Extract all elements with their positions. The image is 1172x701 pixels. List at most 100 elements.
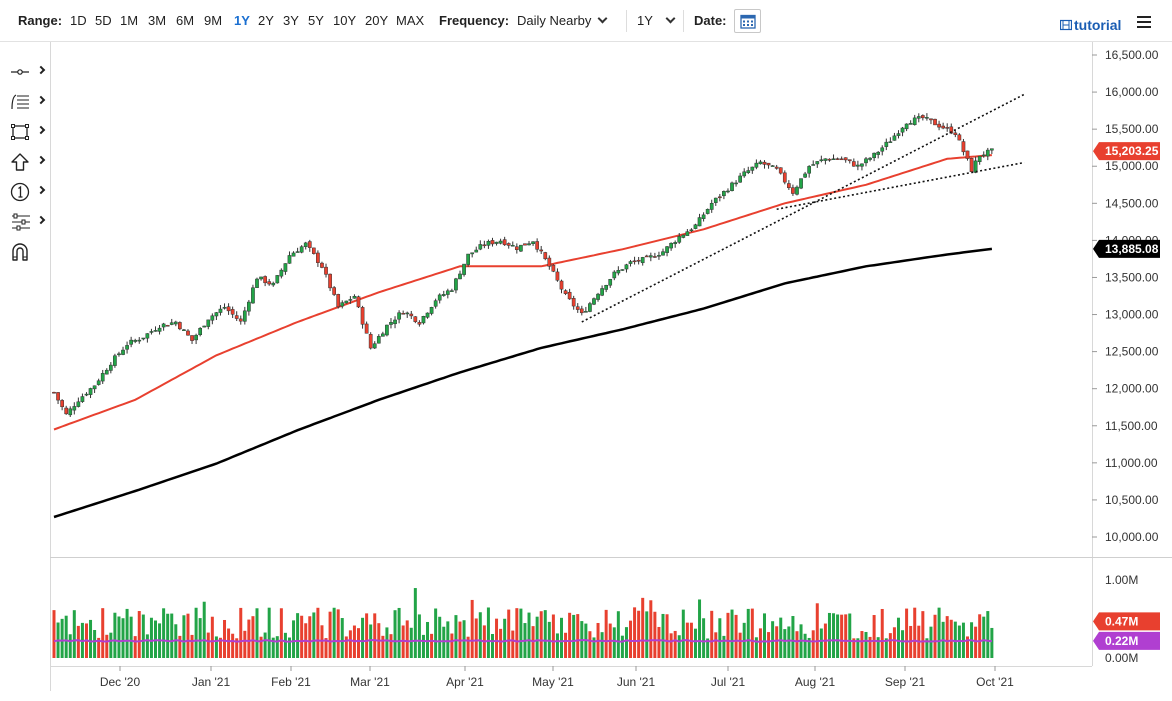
volume-bar [754, 637, 758, 658]
volume-bar [247, 619, 251, 658]
film-icon [1059, 19, 1073, 31]
candle-body [356, 296, 361, 308]
candle-body [563, 290, 568, 294]
candle-body [648, 255, 653, 258]
volume-bar [141, 614, 145, 658]
menu-icon[interactable] [1137, 16, 1151, 28]
pattern-tool[interactable] [10, 211, 46, 233]
range-3y-button[interactable]: 3Y [283, 13, 299, 28]
candle-body [823, 158, 828, 161]
number-label-tool[interactable] [10, 181, 46, 203]
volume-bar [758, 628, 762, 658]
volume-bar [876, 637, 880, 658]
candle-body [287, 255, 292, 264]
candle-body [76, 401, 81, 407]
volume-bar [348, 630, 352, 658]
crosshair-tool[interactable] [10, 61, 46, 83]
volume-bar [653, 611, 657, 658]
candle-body [920, 115, 925, 119]
time-tick-label: May '21 [532, 675, 574, 689]
range-1d-button[interactable]: 1D [70, 13, 87, 28]
candle-body [226, 306, 231, 312]
candle-body [713, 197, 718, 203]
candle-body [730, 182, 734, 191]
volume-bar [462, 620, 466, 658]
price-tick-label: 14,500.00 [1105, 196, 1159, 210]
candle-body [454, 278, 458, 291]
range-2y-button[interactable]: 2Y [258, 13, 274, 28]
range-1y-button[interactable]: 1Y [234, 13, 250, 28]
range-10y-button[interactable]: 10Y [333, 13, 357, 28]
tutorial-link[interactable]: tutorial [1059, 17, 1121, 33]
candle-body [64, 407, 69, 415]
range-5d-button[interactable]: 5D [95, 13, 112, 28]
volume-bar [145, 634, 149, 658]
date-picker-button[interactable] [734, 9, 761, 33]
range-3m-button[interactable]: 3M [148, 13, 167, 28]
candle-body [811, 164, 816, 166]
volume-bar [681, 609, 685, 658]
rectangle-tool[interactable] [10, 121, 46, 143]
volume-bar [827, 612, 831, 658]
volume-bar [413, 588, 417, 658]
range-9m-button[interactable]: 9M [204, 13, 223, 28]
fib-tool[interactable] [10, 91, 46, 113]
candle-body [401, 313, 406, 315]
frequency-select[interactable]: Daily Nearby [517, 13, 608, 28]
volume-bar [572, 614, 576, 658]
magnet-tool[interactable] [10, 241, 46, 263]
volume-bar [722, 635, 726, 658]
candle-body [141, 337, 146, 340]
range-20y-button[interactable]: 20Y [365, 13, 389, 28]
candle-body [173, 321, 178, 325]
volume-bar [417, 614, 421, 658]
range-5y-button[interactable]: 5Y [308, 13, 324, 28]
price-tick-label: 16,000.00 [1105, 85, 1159, 99]
volume-bar [844, 614, 848, 658]
candle-body [888, 141, 893, 143]
volume-bar [430, 633, 434, 658]
volume-bar [324, 638, 328, 658]
arrow-tool[interactable] [10, 151, 46, 173]
candle-body [640, 257, 645, 264]
candle-body [372, 343, 377, 349]
volume-bar [381, 635, 385, 658]
candle-body [303, 242, 308, 247]
range-1m-button[interactable]: 1M [120, 13, 139, 28]
volume-bar [361, 617, 365, 658]
range-6m-button[interactable]: 6M [176, 13, 195, 28]
volume-bar [718, 618, 722, 658]
candle-body [884, 141, 889, 147]
volume-bar [633, 607, 637, 658]
candle-body [738, 175, 742, 183]
volume-bar [105, 634, 109, 658]
candle-body [486, 241, 491, 246]
candle-body [900, 127, 905, 133]
candle-body [56, 392, 60, 401]
volume-bar [714, 632, 718, 658]
candle-body [916, 116, 921, 119]
trendlines [581, 93, 1025, 323]
volume-bar [373, 613, 377, 658]
volume-bar [665, 614, 669, 658]
volume-bar [864, 631, 868, 658]
candle-body [819, 159, 824, 162]
volume-bar [409, 627, 413, 658]
time-tick-label: Mar '21 [350, 675, 390, 689]
candle-body [575, 306, 580, 310]
candle-body [100, 373, 105, 382]
volume-bar [966, 636, 969, 658]
volume-bar [836, 614, 840, 658]
price-tick-label: 10,000.00 [1105, 530, 1159, 544]
volume-bar [182, 615, 186, 658]
slow-ma-tag [1093, 239, 1160, 258]
candle-body [376, 336, 381, 344]
candle-body [681, 234, 686, 238]
range-max-button[interactable]: MAX [396, 13, 425, 28]
period-select[interactable]: 1Y [637, 13, 676, 28]
candle-body [945, 127, 950, 129]
volume-bar [470, 599, 474, 658]
candle-body [498, 240, 503, 244]
candle-body [953, 132, 958, 135]
